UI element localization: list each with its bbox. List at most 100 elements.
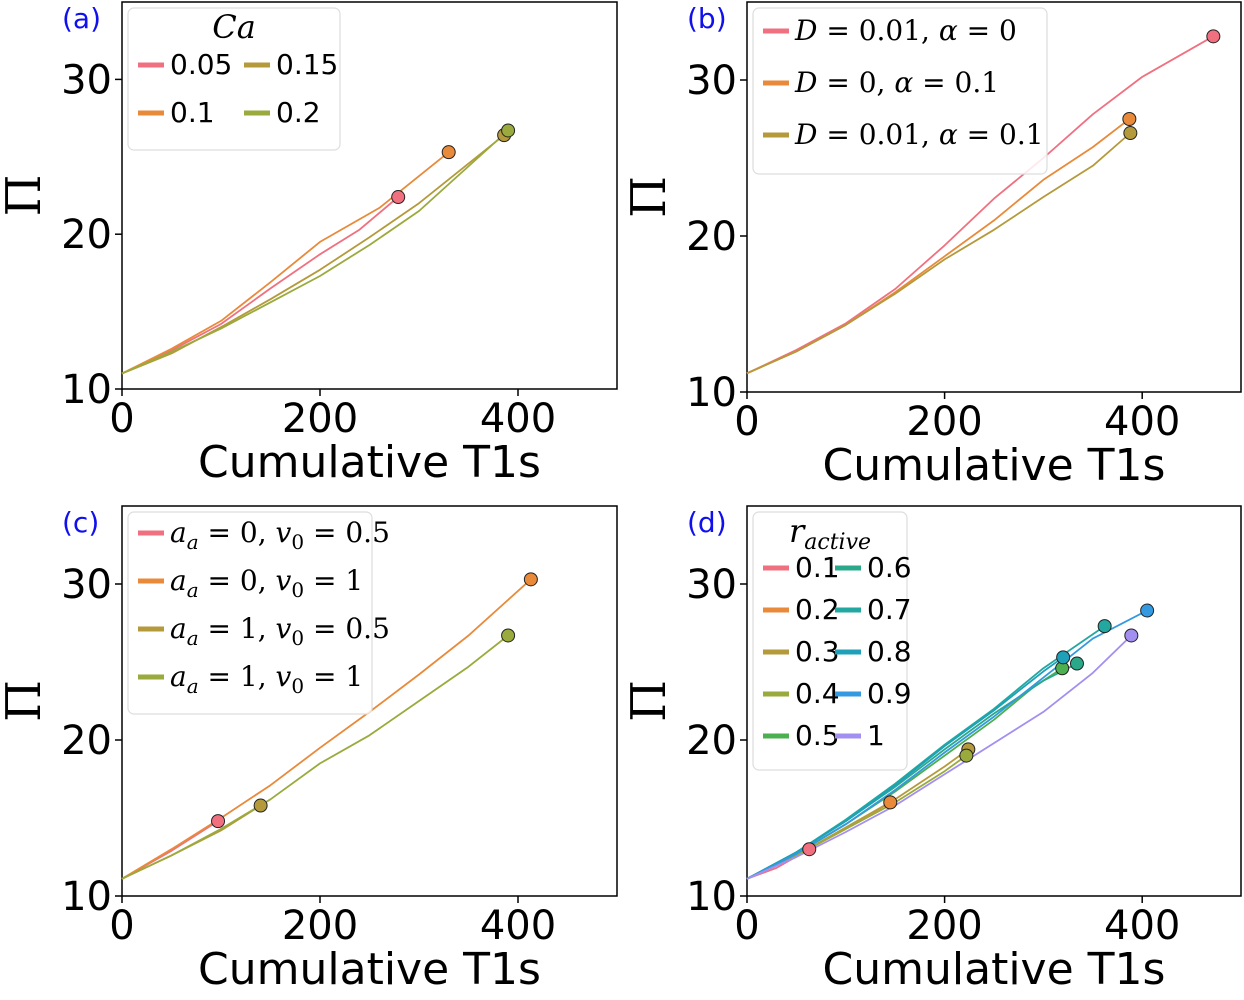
legend-box — [127, 7, 341, 151]
y-tick-label: 20 — [61, 212, 112, 258]
x-tick-label: 0 — [109, 396, 134, 442]
series-end-marker — [501, 628, 516, 643]
series-end-marker — [391, 190, 406, 205]
panel-label: (a) — [62, 2, 101, 35]
series-end-marker — [802, 842, 817, 857]
legend-box — [752, 511, 908, 771]
series-end-marker — [1122, 112, 1137, 126]
legend-label: 0.05 — [170, 48, 232, 81]
series-end-marker — [211, 814, 226, 829]
axes-frame — [121, 1, 618, 390]
legend-title: Ca — [212, 8, 256, 46]
series-end-marker — [501, 123, 516, 138]
y-tick-label: 10 — [61, 367, 112, 413]
series-end-marker — [883, 795, 898, 810]
legend-label: 0.2 — [795, 593, 840, 626]
legend-label: D = 0.01, α = 0 — [794, 14, 1017, 47]
x-axis-title: Cumulative T1s — [198, 437, 541, 488]
series-line-a-a-1-v-0-1 — [121, 634, 509, 880]
y-tick-label: 20 — [686, 214, 737, 260]
legend-label: D = 0, α = 0.1 — [794, 66, 999, 99]
legend-title: ractive — [789, 512, 871, 555]
panel-a: 0 200 400 10 20 30 Cumulative T1s Π (a) Ca0.05 0.1… — [0, 1, 618, 488]
series-line-0.2 — [121, 129, 509, 375]
x-tick-label: 0 — [734, 399, 759, 445]
panel-c: 0 200 400 10 20 30 Cumulative T1s Π (c) aa = 0, v… — [0, 505, 618, 995]
series-end-marker — [1206, 29, 1221, 44]
legend-label: 0.1 — [170, 96, 215, 129]
x-tick-label: 400 — [480, 396, 556, 442]
x-tick-label: 200 — [282, 903, 358, 949]
y-tick-label: 20 — [61, 718, 112, 764]
legend-box — [127, 511, 373, 715]
series-end-marker — [523, 572, 538, 587]
legend-label: 0.8 — [867, 635, 912, 668]
x-tick-label: 0 — [109, 903, 134, 949]
series-end-marker — [1056, 650, 1071, 665]
legend-label: 0.6 — [867, 551, 912, 584]
series-end-marker — [959, 748, 974, 763]
legend-label: 0.2 — [276, 96, 321, 129]
legend-label: 0.5 — [795, 719, 840, 752]
x-tick-label: 200 — [906, 903, 982, 949]
legend-box — [752, 7, 1048, 175]
y-axis-title: Π — [621, 680, 677, 722]
axes-frame — [746, 505, 1242, 897]
series-end-marker — [253, 798, 268, 813]
x-tick-label: 0 — [734, 903, 759, 949]
panel-label: (b) — [687, 2, 727, 35]
series-line-D-0.01-0 — [746, 35, 1214, 375]
y-tick-label: 10 — [686, 874, 737, 920]
x-tick-label: 400 — [1104, 903, 1180, 949]
series-end-marker — [1140, 603, 1155, 618]
series-end-marker — [1124, 628, 1139, 643]
legend-label: 0.15 — [276, 48, 338, 81]
legend-label: 0.4 — [795, 677, 840, 710]
legend: Ca0.05 0.1 0.15 0.2 — [127, 7, 341, 151]
y-tick-label: 30 — [686, 58, 737, 104]
y-tick-label: 10 — [686, 370, 737, 416]
x-tick-label: 200 — [282, 396, 358, 442]
legend: aa = 0, v0 = 0.5 aa = 0, v0 = 1 aa = 1, v0… — [127, 511, 390, 715]
x-tick-label: 400 — [480, 903, 556, 949]
series-end-marker — [1069, 656, 1084, 671]
legend-label: 1 — [867, 719, 885, 752]
y-tick-label: 10 — [61, 874, 112, 920]
series-end-marker — [1097, 619, 1112, 634]
y-axis-title: Π — [621, 176, 677, 218]
axes-frame — [121, 505, 618, 897]
legend: D = 0.01, α = 0 D = 0, α = 0.1 D = 0.01, α… — [752, 7, 1048, 175]
y-axis-title: Π — [0, 175, 52, 217]
series-line-0.4 — [746, 754, 967, 880]
x-axis-title: Cumulative T1s — [198, 944, 541, 995]
x-axis-title: Cumulative T1s — [823, 440, 1166, 491]
x-tick-label: 400 — [1104, 399, 1180, 445]
panel-label: (c) — [62, 506, 99, 539]
y-tick-label: 30 — [61, 57, 112, 103]
series-line-0.1 — [121, 151, 450, 375]
series-end-marker — [1123, 126, 1138, 141]
legend-label: 0.7 — [867, 593, 912, 626]
series-line-D-0.01-0.1 — [746, 132, 1131, 375]
legend-label: aa = 1, v0 = 0.5 — [170, 612, 390, 650]
x-tick-label: 200 — [906, 399, 982, 445]
legend-label: 0.9 — [867, 677, 912, 710]
panel-b: 0 200 400 10 20 30 Cumulative T1s Π (b) D = 0.01,… — [621, 1, 1242, 491]
series-line-0.05 — [121, 196, 399, 375]
y-tick-label: 30 — [61, 562, 112, 608]
axes-frame — [746, 1, 1242, 393]
legend-label: 0.1 — [795, 551, 840, 584]
legend-label: D = 0.01, α = 0.1 — [794, 118, 1044, 151]
legend-label: aa = 0, v0 = 0.5 — [170, 516, 390, 554]
legend-label: 0.3 — [795, 635, 840, 668]
x-axis-title: Cumulative T1s — [823, 944, 1166, 995]
y-tick-label: 30 — [686, 562, 737, 608]
legend-label: aa = 1, v0 = 1 — [170, 660, 363, 698]
y-tick-label: 20 — [686, 718, 737, 764]
series-line-0.15 — [121, 134, 505, 375]
legend-label: aa = 0, v0 = 1 — [170, 564, 363, 602]
panel-label: (d) — [687, 506, 727, 539]
